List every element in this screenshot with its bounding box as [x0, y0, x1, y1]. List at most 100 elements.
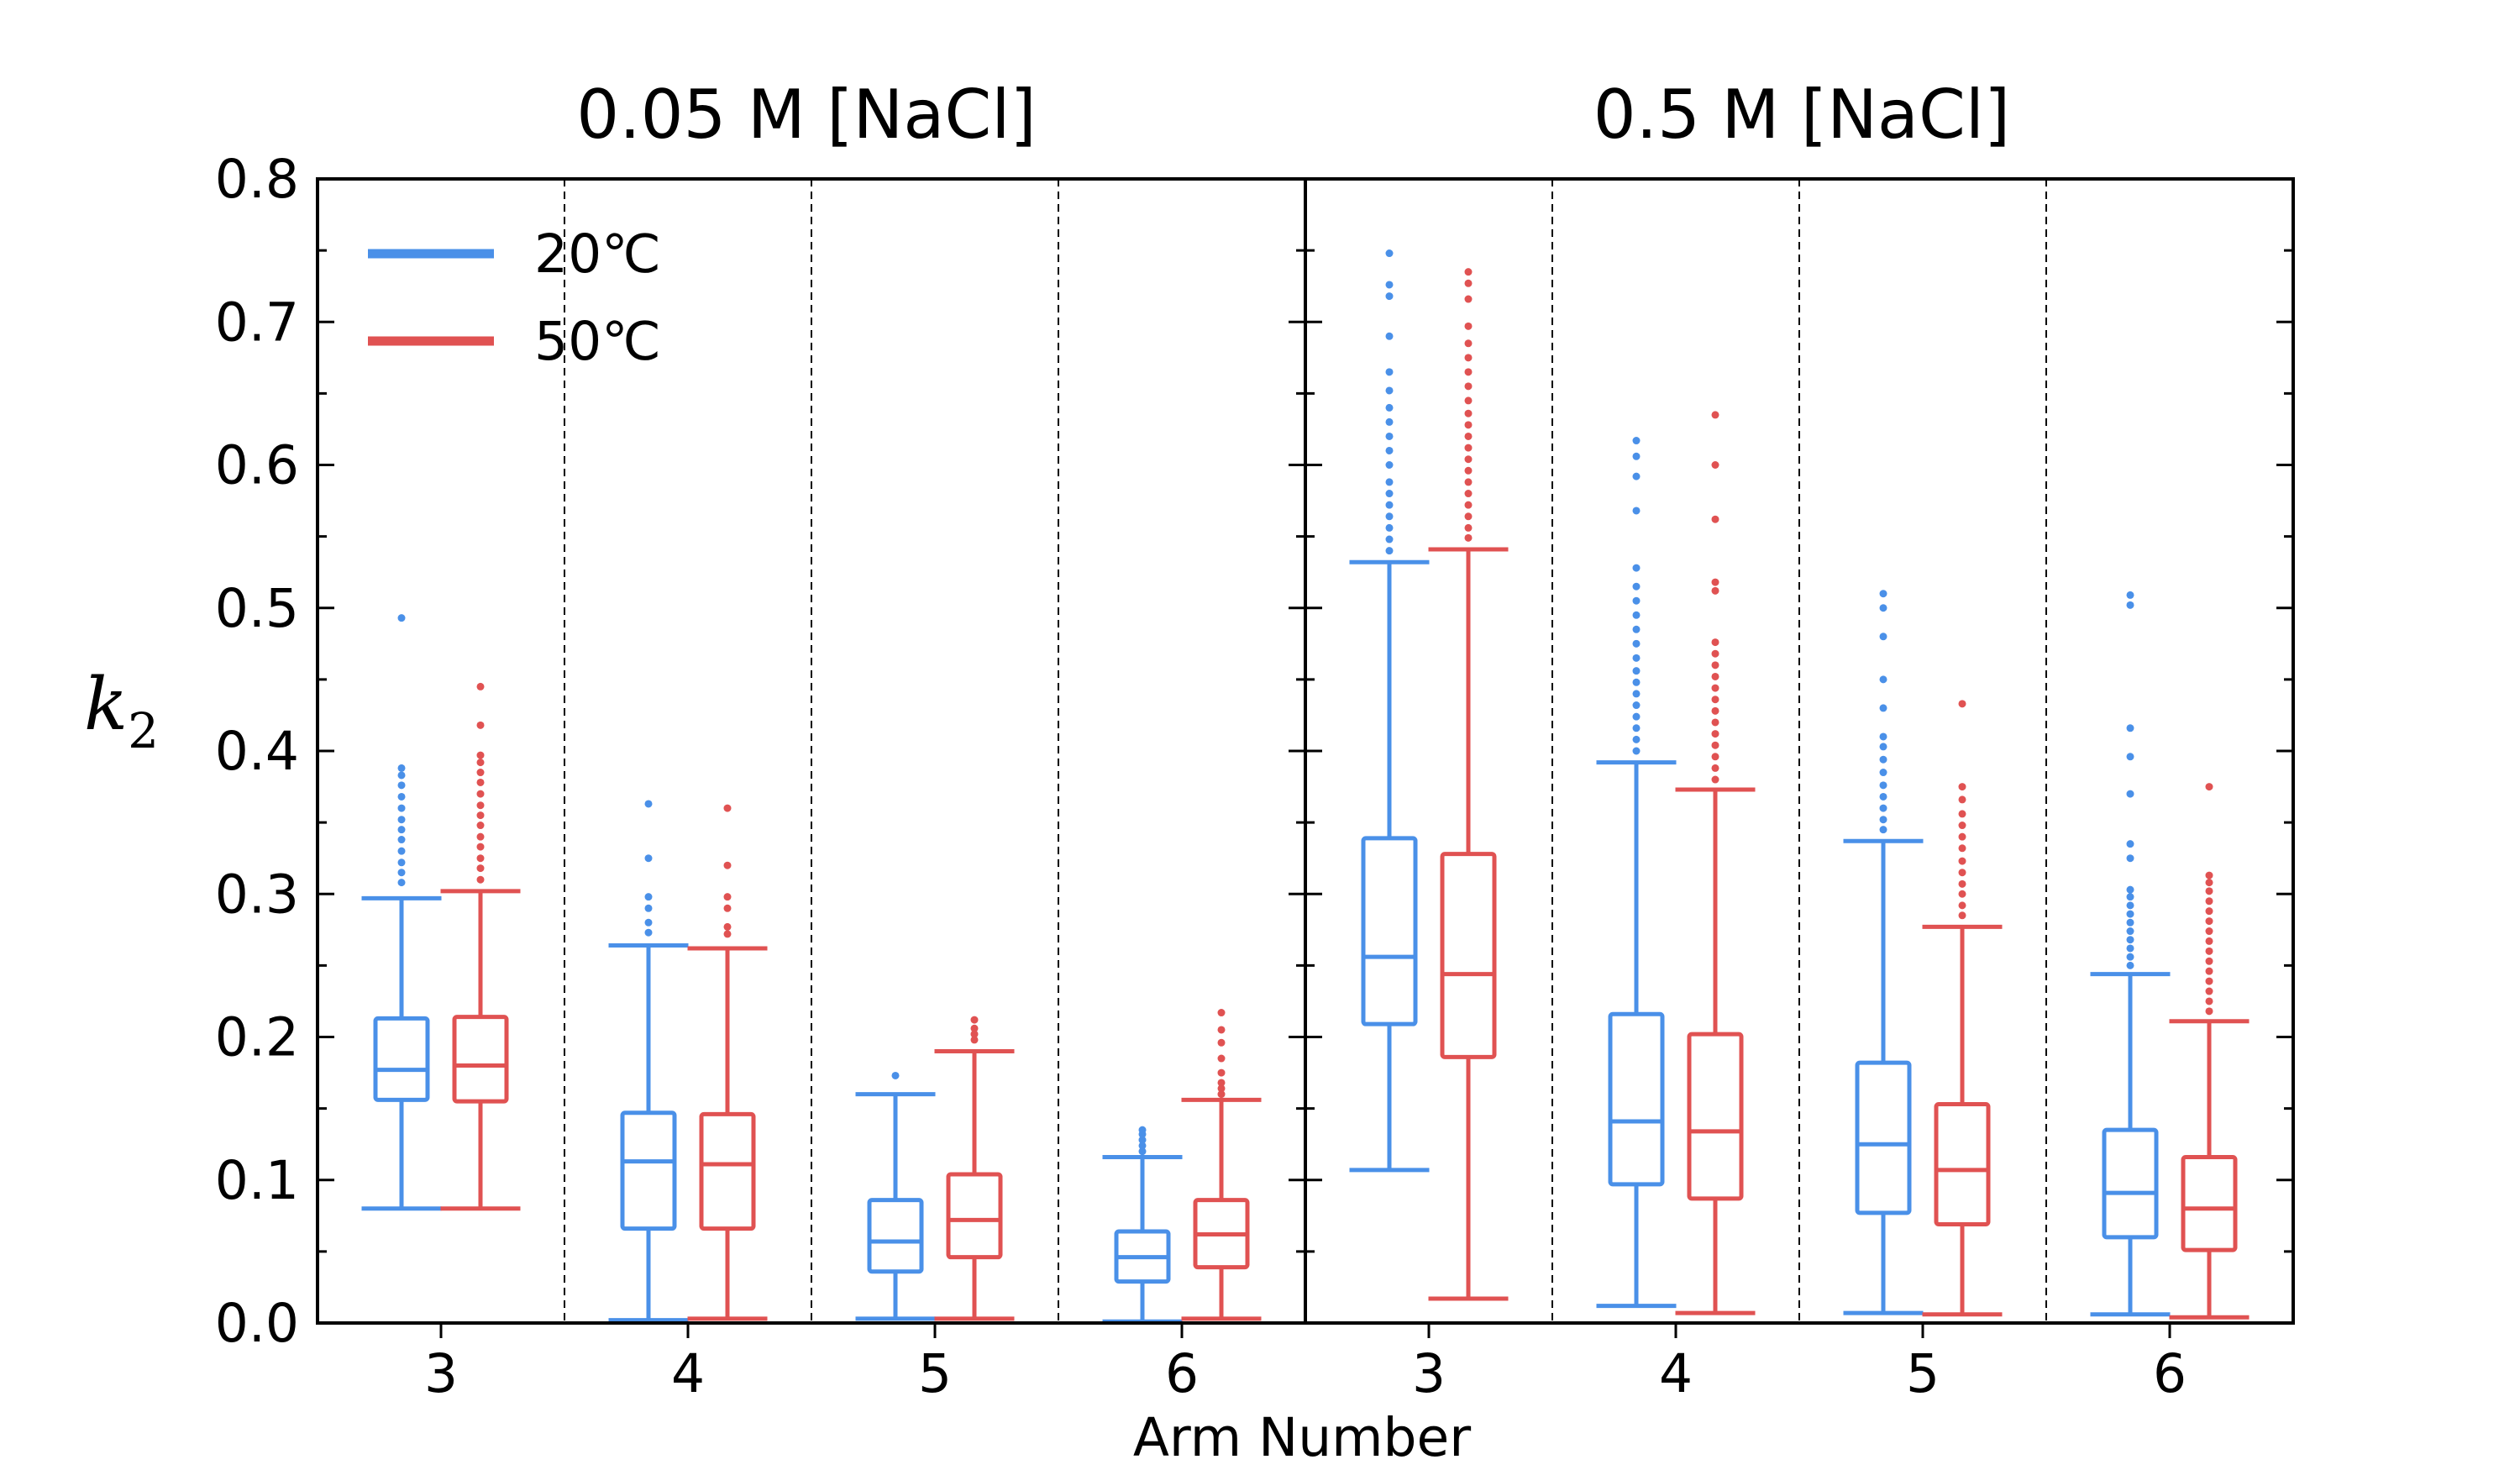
y-tick-label: 0.0	[215, 1293, 299, 1354]
outlier-point	[1464, 421, 1473, 429]
outlier-point	[1632, 582, 1641, 591]
outlier-point	[2126, 927, 2134, 936]
outlier-point	[2205, 947, 2213, 955]
outlier-point	[2126, 591, 2134, 599]
outlier-point	[1879, 743, 1887, 751]
outlier-point	[397, 879, 406, 887]
outlier-point	[1464, 490, 1473, 498]
iqr-box	[373, 1016, 430, 1102]
y-tick-label: 0.2	[215, 1007, 299, 1068]
boxes-layer	[361, 249, 2250, 1324]
outlier-point	[723, 893, 732, 901]
iqr-box	[1855, 1060, 1912, 1215]
outlier-point	[970, 1016, 979, 1024]
outlier-point	[476, 801, 485, 810]
outlier-point	[1632, 735, 1641, 743]
outlier-point	[1217, 1090, 1226, 1099]
outlier-point	[1632, 507, 1641, 515]
outlier-point	[1385, 547, 1394, 555]
outlier-point	[2126, 840, 2134, 848]
outlier-point	[723, 804, 732, 812]
iqr-box	[1687, 1032, 1744, 1201]
outlier-point	[723, 904, 732, 912]
outlier-point	[1958, 844, 1966, 853]
outlier-point	[1464, 444, 1473, 452]
outlier-point	[2205, 987, 2213, 995]
outlier-point	[397, 764, 406, 772]
outlier-point	[1711, 411, 1719, 419]
outlier-point	[1385, 403, 1394, 412]
outlier-point	[1464, 382, 1473, 391]
outlier-point	[1711, 586, 1719, 595]
outlier-point	[476, 843, 485, 851]
outlier-point	[1711, 649, 1719, 658]
outlier-point	[2205, 977, 2213, 985]
outlier-point	[1879, 804, 1887, 812]
x-tick-label: 6	[1165, 1343, 1199, 1404]
outlier-point	[1711, 672, 1719, 680]
outlier-point	[723, 922, 732, 931]
outlier-point	[1711, 753, 1719, 761]
iqr-box	[1608, 1011, 1665, 1187]
y-tick-label: 0.4	[215, 721, 299, 782]
outlier-point	[1217, 1079, 1226, 1087]
outlier-point	[1711, 661, 1719, 669]
outlier-point	[1958, 879, 1966, 888]
iqr-box	[452, 1015, 509, 1104]
outlier-point	[2205, 917, 2213, 926]
outlier-point	[397, 771, 406, 780]
iqr-box	[2102, 1127, 2159, 1240]
outlier-point	[1464, 396, 1473, 405]
box-50c-panel1-arm-4	[687, 804, 768, 1321]
outlier-point	[1464, 455, 1473, 464]
outlier-point	[1385, 478, 1394, 486]
outlier-point	[1464, 368, 1473, 376]
outlier-point	[2205, 887, 2213, 895]
outlier-point	[1958, 890, 1966, 898]
outlier-point	[2205, 937, 2213, 945]
outlier-point	[476, 778, 485, 786]
outlier-point	[1385, 490, 1394, 498]
outlier-point	[1464, 432, 1473, 440]
outlier-point	[1958, 857, 1966, 865]
outlier-point	[1711, 696, 1719, 704]
outlier-point	[1711, 638, 1719, 647]
outlier-point	[476, 875, 485, 884]
outlier-point	[1385, 386, 1394, 395]
outlier-point	[1711, 461, 1719, 469]
outlier-point	[1632, 701, 1641, 710]
outlier-point	[2126, 893, 2134, 901]
iqr-box	[2181, 1155, 2238, 1252]
y-tick-label: 0.8	[215, 149, 299, 210]
iqr-box	[946, 1172, 1003, 1260]
iqr-box	[620, 1110, 677, 1231]
outlier-point	[1464, 501, 1473, 509]
outlier-point	[1711, 775, 1719, 784]
outlier-point	[1879, 769, 1887, 777]
outlier-point	[1217, 1084, 1226, 1093]
outlier-point	[1464, 322, 1473, 330]
outlier-point	[2205, 897, 2213, 906]
outlier-point	[2205, 783, 2213, 791]
separator-layer	[564, 179, 2047, 1323]
outlier-point	[1138, 1126, 1147, 1134]
outlier-point	[2126, 601, 2134, 609]
outlier-point	[1385, 281, 1394, 289]
outlier-point	[2205, 1007, 2213, 1016]
outlier-point	[2126, 961, 2134, 969]
outlier-point	[1958, 810, 1966, 818]
outlier-point	[1632, 654, 1641, 662]
outlier-point	[1632, 639, 1641, 648]
outlier-point	[1464, 268, 1473, 276]
outlier-point	[397, 858, 406, 867]
outlier-point	[1464, 533, 1473, 542]
outlier-point	[2126, 936, 2134, 944]
outlier-point	[1879, 675, 1887, 684]
outlier-point	[1711, 578, 1719, 586]
outlier-point	[891, 1071, 900, 1079]
axes-layer: 0.0 0.1 0.2 0.3 0.4 0.5 0.6 0.7 0.8 3 4 5 6 3 4 5 6	[215, 149, 2295, 1404]
x-axis-title: Arm Number	[1133, 1407, 1471, 1468]
outlier-point	[644, 800, 653, 808]
outlier-point	[1711, 718, 1719, 727]
outlier-point	[476, 811, 485, 820]
